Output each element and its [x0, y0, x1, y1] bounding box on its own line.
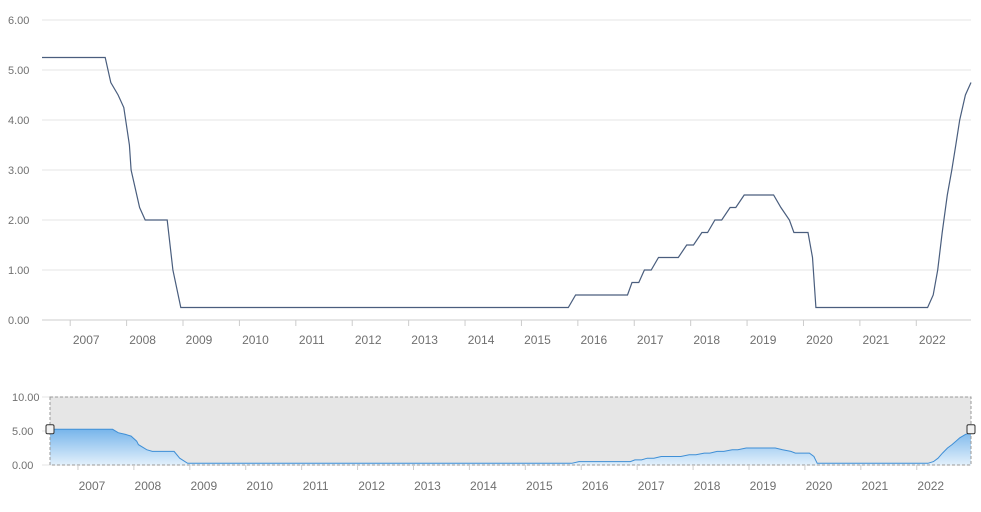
- navigator-x-tick-label: 2013: [414, 479, 441, 493]
- x-tick-label: 2012: [355, 333, 382, 347]
- navigator-x-tick-label: 2011: [303, 479, 329, 493]
- x-tick-label: 2020: [806, 333, 833, 347]
- navigator-series-line: [50, 428, 972, 464]
- navigator-x-tick-label: 2007: [79, 479, 106, 493]
- navigator-x-tick-label: 2008: [135, 479, 162, 493]
- main-y-axis: 0.00 1.00 2.00 3.00 4.00 5.00 6.00: [8, 15, 29, 327]
- x-tick-label: 2009: [186, 333, 213, 347]
- navigator-x-tick-label: 2009: [190, 479, 217, 493]
- x-tick-label: 2008: [129, 333, 156, 347]
- y-tick-label: 3.00: [8, 165, 29, 177]
- main-gridlines: [42, 19, 971, 271]
- x-tick-label: 2015: [524, 333, 551, 347]
- x-tick-label: 2014: [468, 333, 495, 347]
- x-tick-label: 2017: [637, 333, 664, 347]
- x-tick-label: 2013: [411, 333, 438, 347]
- y-tick-label: 4.00: [8, 115, 29, 127]
- handle-grip[interactable]: [45, 424, 55, 435]
- navigator-y-tick-label: 10.00: [12, 392, 40, 404]
- navigator-x-tick-label: 2021: [861, 479, 888, 493]
- navigator-x-tick-label: 2012: [358, 479, 385, 493]
- navigator-y-tick-label: 0.00: [12, 460, 33, 472]
- x-tick-label: 2016: [581, 333, 608, 347]
- series-line: [42, 56, 972, 309]
- navigator-x-tick-label: 2017: [638, 479, 665, 493]
- navigator-x-tick-label: 2020: [806, 479, 833, 493]
- navigator-series-area: [50, 429, 971, 465]
- y-tick-label: 6.00: [8, 15, 29, 27]
- navigator-x-tick-label: 2014: [470, 479, 497, 493]
- x-tick-label: 2021: [863, 333, 890, 347]
- navigator-x-tick-label: 2018: [694, 479, 721, 493]
- x-tick-label: 2010: [242, 333, 269, 347]
- navigator-handle-right[interactable]: [966, 424, 976, 435]
- navigator-handle-left[interactable]: [45, 424, 55, 435]
- y-tick-label: 2.00: [8, 215, 29, 227]
- navigator-x-tick-label: 2010: [246, 479, 273, 493]
- navigator-x-tick-label: 2019: [750, 479, 777, 493]
- x-tick-label: 2011: [299, 333, 325, 347]
- x-tick-label: 2007: [73, 333, 100, 347]
- navigator-x-axis: 2007 2008 2009 2010 2011 2012 2013 2014 2015 2016…: [77, 465, 944, 493]
- navigator-selected-range[interactable]: [50, 397, 971, 465]
- x-tick-label: 2018: [693, 333, 720, 347]
- main-plot-area: 0.001.002.003.004.005.006.00 2007 2008 200…: [8, 15, 972, 347]
- navigator-y-tick-label: 5.00: [12, 426, 33, 438]
- navigator-x-tick-label: 2015: [526, 479, 553, 493]
- navigator-y-axis: 0.00 5.00 10.00: [12, 392, 40, 472]
- navigator-x-tick-label: 2022: [917, 479, 944, 493]
- y-tick-label: 0.00: [8, 315, 29, 327]
- y-tick-label: 1.00: [8, 265, 29, 277]
- main-x-axis: 2007 2008 2009 2010 2011 2012 2013 2014 2015 2016…: [69, 320, 946, 347]
- x-tick-label: 2019: [750, 333, 777, 347]
- x-tick-label: 2022: [919, 333, 946, 347]
- navigator-x-tick-label: 2016: [582, 479, 609, 493]
- y-tick-label: 5.00: [8, 65, 29, 77]
- handle-grip[interactable]: [966, 424, 976, 435]
